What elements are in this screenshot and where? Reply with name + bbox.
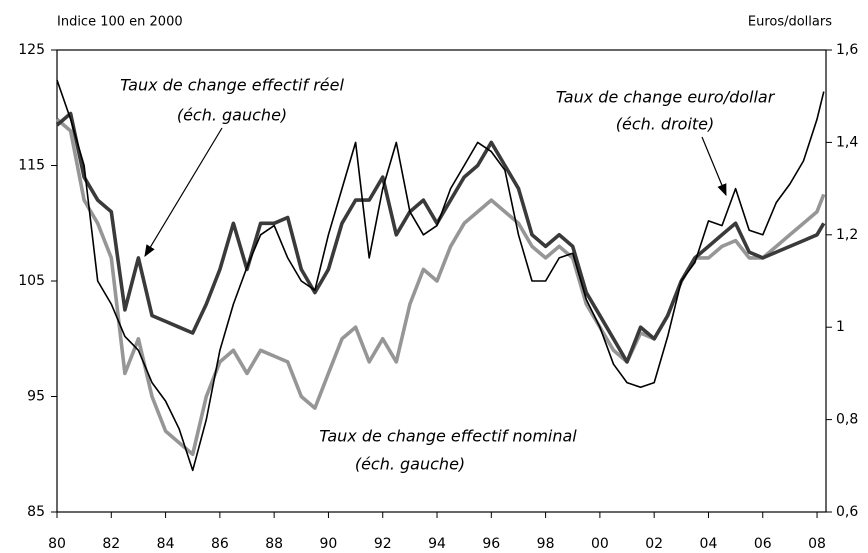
y2-tick-label: 1,2 bbox=[836, 227, 858, 243]
series-line bbox=[56, 79, 825, 472]
x-tick-label: 08 bbox=[808, 536, 826, 552]
x-tick-label: 96 bbox=[482, 536, 500, 552]
x-tick-label: 80 bbox=[48, 536, 66, 552]
annotation: (éch. droite) bbox=[616, 115, 715, 134]
x-tick-label: 02 bbox=[645, 536, 663, 552]
x-tick-label: 00 bbox=[591, 536, 609, 552]
y2-tick-label: 1,4 bbox=[836, 134, 858, 150]
y-tick-label: 85 bbox=[27, 504, 45, 520]
y-tick-label: 125 bbox=[18, 42, 45, 58]
x-tick-label: 92 bbox=[374, 536, 392, 552]
y2-tick-label: 0,8 bbox=[836, 412, 858, 428]
annotation: Taux de change effectif réel bbox=[120, 76, 344, 95]
annotation: (éch. gauche) bbox=[355, 455, 465, 474]
x-tick-label: 88 bbox=[265, 536, 283, 552]
x-tick-label: 98 bbox=[537, 536, 555, 552]
annotation: (éch. gauche) bbox=[177, 106, 287, 125]
y2-tick-label: 0,6 bbox=[836, 504, 858, 520]
x-tick-label: 86 bbox=[211, 536, 229, 552]
y2-tick-label: 1,6 bbox=[836, 42, 858, 58]
y2-axis-label: Euros/dollars bbox=[748, 15, 832, 30]
y2-tick-label: 1 bbox=[836, 319, 845, 335]
annotation: Taux de change effectif nominal bbox=[319, 427, 577, 446]
x-tick-label: 06 bbox=[754, 536, 772, 552]
x-tick-label: 04 bbox=[700, 536, 718, 552]
annotation: Taux de change euro/dollar bbox=[556, 88, 776, 107]
x-tick-label: 84 bbox=[157, 536, 175, 552]
series-line bbox=[55, 111, 826, 364]
arrow bbox=[701, 136, 727, 197]
series-line bbox=[55, 117, 826, 457]
arrow bbox=[144, 127, 223, 258]
x-tick-label: 82 bbox=[102, 536, 120, 552]
x-tick-label: 94 bbox=[428, 536, 446, 552]
y-tick-label: 105 bbox=[18, 273, 45, 289]
y-tick-label: 115 bbox=[18, 158, 45, 174]
y-tick-label: 95 bbox=[27, 389, 45, 405]
x-tick-label: 90 bbox=[320, 536, 338, 552]
y-axis-label: Indice 100 en 2000 bbox=[57, 15, 183, 30]
